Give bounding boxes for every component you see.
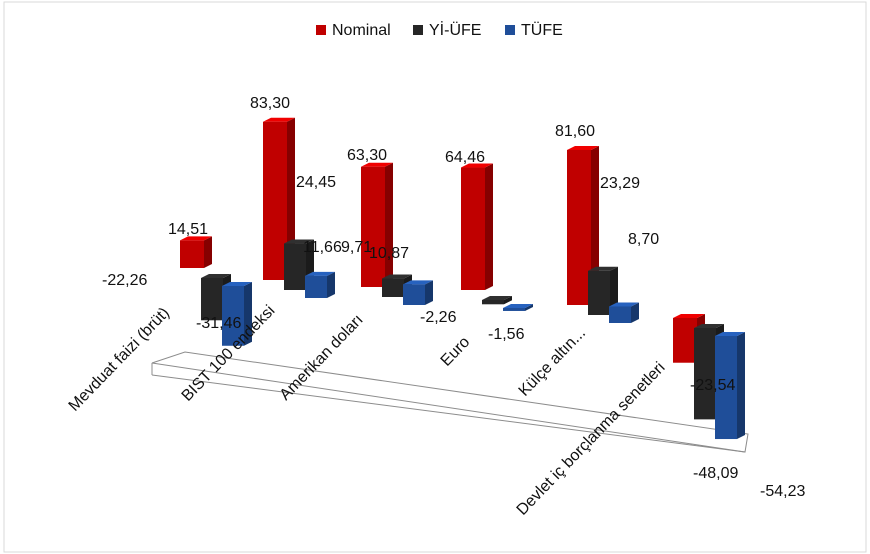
bar-kulce-alt-n-tufe — [609, 302, 639, 323]
bar-front — [263, 121, 287, 280]
bar-top — [673, 314, 705, 318]
bar-side — [385, 162, 393, 287]
bar-side — [591, 145, 599, 305]
bar-front — [284, 243, 306, 290]
legend-label-yi-ufe: Yİ-ÜFE — [429, 20, 481, 39]
bar-side — [287, 117, 295, 280]
bar-top — [284, 239, 314, 244]
bar-side — [204, 236, 212, 268]
legend-swatch-tufe — [505, 25, 515, 35]
bar-top — [715, 332, 745, 336]
data-label-mevduat-faizi-brut-yi-ufe: -22,26 — [102, 272, 147, 289]
bar-devlet-ic-borclanma-senetleri-tufe — [715, 332, 745, 440]
bar-mevduat-faizi-brut-tufe — [222, 282, 252, 346]
data-label-bist-100-endeksi-tufe: 11,66 — [303, 239, 342, 256]
legend-label-tufe: TÜFE — [521, 21, 563, 39]
bar-side — [244, 282, 252, 346]
bar-top — [567, 145, 599, 150]
bar-top — [694, 324, 724, 328]
bar-top — [588, 266, 618, 271]
bar-top — [222, 282, 252, 286]
data-label-kulce-alt-n-yi-ufe: 23,29 — [600, 175, 640, 192]
bar-front — [382, 278, 404, 297]
bar-front — [222, 286, 244, 346]
data-label-amerikan-dolar-nominal: 63,30 — [347, 147, 387, 164]
bar-top — [201, 274, 231, 278]
legend: Nominal Yİ-ÜFE TÜFE — [316, 20, 563, 39]
bar-front — [180, 240, 204, 268]
floor-plane — [151, 351, 749, 453]
data-label-euro-nominal: 64,46 — [445, 149, 485, 166]
bar-top — [482, 296, 512, 300]
legend-label-nominal: Nominal — [332, 22, 391, 39]
data-label-euro-tufe: -1,56 — [488, 326, 525, 343]
bar-amerikan-dolar-tufe — [403, 280, 433, 305]
data-label-mevduat-faizi-brut-nominal: 14,51 — [168, 221, 208, 238]
bar-top — [461, 163, 493, 168]
bar-front — [715, 336, 737, 440]
data-label-bist-100-endeksi-yi-ufe: 24,45 — [296, 174, 336, 191]
bar-amerikan-dolar-nominal — [361, 162, 393, 287]
bar-front — [305, 275, 327, 298]
bar-top — [263, 117, 295, 122]
bar-top — [305, 271, 335, 276]
bar-side — [525, 304, 533, 311]
bar-top — [609, 302, 639, 307]
data-label-amerikan-dolar-tufe: 10,87 — [369, 245, 409, 262]
floor-front — [151, 374, 746, 453]
bar-side — [737, 332, 745, 440]
bar-front — [567, 149, 591, 305]
data-label-mevduat-faizi-brut-tufe: -31,46 — [196, 315, 241, 332]
bar-bist-100-endeksi-tufe — [305, 271, 335, 298]
data-label-kulce-alt-n-tufe: 8,70 — [628, 231, 659, 248]
bar-front — [361, 166, 385, 287]
data-label-devlet-ic-borclanma-senetleri-tufe: -54,23 — [760, 483, 805, 500]
bar-top — [361, 162, 393, 167]
bar-kulce-alt-n-nominal — [567, 145, 599, 305]
bar-euro-nominal — [461, 163, 493, 290]
bar-front — [694, 328, 716, 420]
data-labels-layer: 14,51 83,30 63,30 64,46 81,60 -23,54 -22,26 24,… — [102, 95, 805, 500]
bar-top — [403, 280, 433, 285]
bar-kulce-alt-n-yi-ufe — [588, 266, 618, 315]
bar-top — [180, 236, 212, 241]
bar-front — [609, 306, 631, 323]
data-label-euro-yi-ufe: -2,26 — [420, 309, 457, 326]
bar-front — [461, 167, 485, 290]
data-label-devlet-ic-borclanma-senetleri-nominal: -23,54 — [690, 377, 735, 394]
bar-top — [503, 304, 533, 308]
bar-front — [201, 278, 223, 321]
bars-layer — [180, 117, 745, 440]
bar-mevduat-faizi-brut-nominal — [180, 236, 212, 268]
data-label-kulce-alt-n-nominal: 81,60 — [555, 123, 595, 140]
bar-side — [631, 302, 639, 323]
chart-border — [3, 1, 867, 553]
bar-bist-100-endeksi-nominal — [263, 117, 295, 280]
bar-side — [610, 266, 618, 315]
data-label-devlet-ic-borclanma-senetleri-yi-ufe: -48,09 — [693, 465, 738, 482]
bar-side — [425, 280, 433, 305]
bar-front — [503, 308, 525, 311]
data-label-amerikan-dolar-yi-ufe: 9,71 — [341, 239, 372, 256]
bar-front — [588, 270, 610, 315]
bar-front — [673, 318, 697, 363]
bar-top — [382, 274, 412, 279]
bar-side — [485, 163, 493, 290]
bar-side — [327, 271, 335, 298]
bar-euro-tufe — [503, 304, 533, 311]
legend-swatch-yi-ufe — [413, 25, 423, 35]
bar-euro-yi-ufe — [482, 296, 512, 305]
bar-front — [482, 300, 504, 305]
bar-side — [504, 296, 512, 305]
legend-swatch-nominal — [316, 25, 326, 35]
bar-front — [403, 284, 425, 305]
data-label-bist-100-endeksi-nominal: 83,30 — [250, 95, 290, 112]
